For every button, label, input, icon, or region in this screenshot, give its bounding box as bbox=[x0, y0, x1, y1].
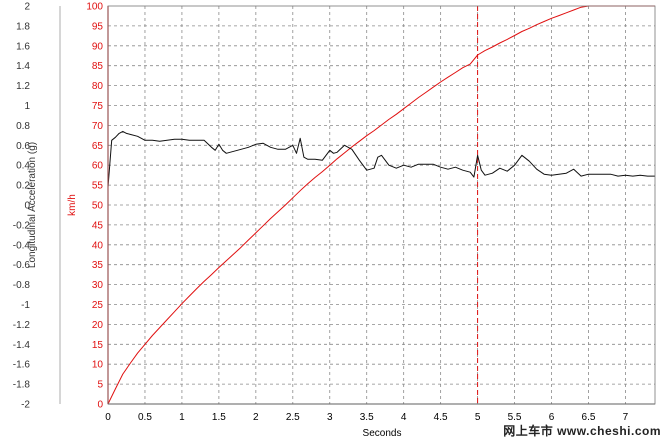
right-tick-label: 0 bbox=[97, 400, 103, 411]
acceleration-series-line bbox=[107, 130, 655, 188]
left-axis-title: Longitudinal Acceleration (g) bbox=[27, 142, 38, 268]
x-tick-label: 7 bbox=[623, 412, 629, 423]
x-tick-label: 5.5 bbox=[508, 412, 522, 423]
left-tick-label: -0.2 bbox=[13, 220, 31, 231]
left-tick-label: 1.4 bbox=[16, 61, 30, 72]
right-axis-title: km/h bbox=[67, 194, 78, 216]
x-tick-label: 3.5 bbox=[360, 412, 374, 423]
left-tick-label: -1.2 bbox=[13, 320, 31, 331]
x-tick-label: 1.5 bbox=[212, 412, 226, 423]
right-tick-label: 30 bbox=[92, 280, 104, 291]
watermark: 网上车市 www.cheshi.com bbox=[503, 424, 661, 438]
right-tick-label: 85 bbox=[92, 61, 104, 72]
right-tick-label: 100 bbox=[86, 2, 103, 13]
left-tick-label: -1.4 bbox=[13, 340, 31, 351]
left-tick-label: -1.8 bbox=[13, 380, 31, 391]
x-tick-label: 0 bbox=[105, 412, 111, 423]
grid bbox=[108, 6, 655, 404]
right-tick-label: 80 bbox=[92, 81, 104, 92]
x-tick-label: 4.5 bbox=[434, 412, 448, 423]
left-tick-label: 0.2 bbox=[16, 181, 30, 192]
right-tick-label: 25 bbox=[92, 300, 104, 311]
right-tick-label: 70 bbox=[92, 121, 104, 132]
right-tick-label: 40 bbox=[92, 240, 104, 251]
right-tick-label: 55 bbox=[92, 181, 104, 192]
x-tick-label: 4 bbox=[401, 412, 407, 423]
x-axis-title: Seconds bbox=[363, 428, 402, 439]
left-tick-label: 0.6 bbox=[16, 141, 30, 152]
left-tick-label: -2 bbox=[21, 400, 30, 411]
left-tick-label: 0.4 bbox=[16, 161, 30, 172]
left-tick-label: -1.6 bbox=[13, 360, 31, 371]
left-tick-label: 1.8 bbox=[16, 21, 30, 32]
right-tick-label: 90 bbox=[92, 41, 104, 52]
left-tick-label: 1.6 bbox=[16, 41, 30, 52]
x-tick-label: 5 bbox=[475, 412, 481, 423]
x-tick-label: 3 bbox=[327, 412, 333, 423]
right-tick-label: 50 bbox=[92, 201, 104, 212]
x-tick-label: 2.5 bbox=[286, 412, 300, 423]
right-tick-label: 45 bbox=[92, 220, 104, 231]
x-tick-label: 2 bbox=[253, 412, 259, 423]
left-tick-label: 0.8 bbox=[16, 121, 30, 132]
right-tick-label: 10 bbox=[92, 360, 104, 371]
right-tick-label: 5 bbox=[97, 380, 103, 391]
x-tick-label: 6.5 bbox=[582, 412, 596, 423]
left-tick-label: -0.6 bbox=[13, 260, 31, 271]
right-tick-label: 60 bbox=[92, 161, 104, 172]
left-tick-label: -0.8 bbox=[13, 280, 31, 291]
right-tick-label: 65 bbox=[92, 141, 104, 152]
right-tick-label: 15 bbox=[92, 340, 104, 351]
axes bbox=[59, 5, 656, 405]
left-tick-label: 2 bbox=[24, 2, 30, 13]
right-tick-label: 35 bbox=[92, 260, 104, 271]
left-tick-label: 1.2 bbox=[16, 81, 30, 92]
x-tick-label: 1 bbox=[179, 412, 185, 423]
x-tick-label: 6 bbox=[549, 412, 555, 423]
right-tick-label: 95 bbox=[92, 21, 104, 32]
x-tick-label: 0.5 bbox=[138, 412, 152, 423]
speed-series-line bbox=[107, 5, 655, 405]
series-group bbox=[107, 5, 655, 405]
left-tick-label: 1 bbox=[24, 101, 30, 112]
left-tick-label: 0 bbox=[24, 201, 30, 212]
left-tick-label: -0.4 bbox=[13, 240, 31, 251]
plot-border bbox=[107, 5, 656, 405]
right-tick-label: 20 bbox=[92, 320, 104, 331]
left-tick-label: -1 bbox=[21, 300, 30, 311]
right-tick-label: 75 bbox=[92, 101, 104, 112]
